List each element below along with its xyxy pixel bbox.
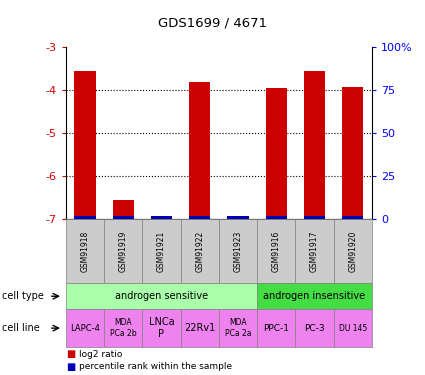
Text: GSM91920: GSM91920 bbox=[348, 231, 357, 272]
Text: GSM91916: GSM91916 bbox=[272, 231, 281, 272]
Text: PC-3: PC-3 bbox=[304, 324, 325, 333]
Text: cell type: cell type bbox=[2, 291, 44, 301]
Text: cell line: cell line bbox=[2, 323, 40, 333]
Text: MDA
PCa 2b: MDA PCa 2b bbox=[110, 318, 136, 338]
Text: PPC-1: PPC-1 bbox=[263, 324, 289, 333]
Text: GSM91919: GSM91919 bbox=[119, 231, 128, 272]
Text: log2 ratio: log2 ratio bbox=[79, 350, 123, 359]
Bar bbox=[304, 216, 325, 219]
Text: LNCa
P: LNCa P bbox=[149, 317, 174, 339]
Bar bbox=[304, 70, 325, 219]
Text: GSM91918: GSM91918 bbox=[80, 231, 90, 272]
Bar bbox=[342, 216, 363, 219]
Text: ■: ■ bbox=[66, 362, 75, 372]
Bar bbox=[113, 216, 134, 219]
Text: 22Rv1: 22Rv1 bbox=[184, 323, 215, 333]
Text: LAPC-4: LAPC-4 bbox=[70, 324, 100, 333]
Bar bbox=[113, 200, 134, 219]
Bar bbox=[342, 87, 363, 219]
Bar bbox=[266, 88, 287, 219]
Text: GSM91922: GSM91922 bbox=[195, 231, 204, 272]
Bar bbox=[227, 216, 249, 219]
Text: GSM91921: GSM91921 bbox=[157, 231, 166, 272]
Bar bbox=[151, 216, 172, 219]
Text: GDS1699 / 4671: GDS1699 / 4671 bbox=[158, 17, 267, 30]
Bar bbox=[189, 82, 210, 219]
Text: GSM91917: GSM91917 bbox=[310, 231, 319, 272]
Text: ■: ■ bbox=[66, 350, 75, 359]
Bar bbox=[266, 216, 287, 219]
Text: DU 145: DU 145 bbox=[339, 324, 367, 333]
Text: MDA
PCa 2a: MDA PCa 2a bbox=[225, 318, 251, 338]
Text: percentile rank within the sample: percentile rank within the sample bbox=[79, 362, 232, 371]
Bar bbox=[189, 216, 210, 219]
Text: androgen insensitive: androgen insensitive bbox=[264, 291, 366, 301]
Bar bbox=[74, 70, 96, 219]
Text: GSM91923: GSM91923 bbox=[233, 231, 243, 272]
Bar bbox=[74, 216, 96, 219]
Text: androgen sensitive: androgen sensitive bbox=[115, 291, 208, 301]
